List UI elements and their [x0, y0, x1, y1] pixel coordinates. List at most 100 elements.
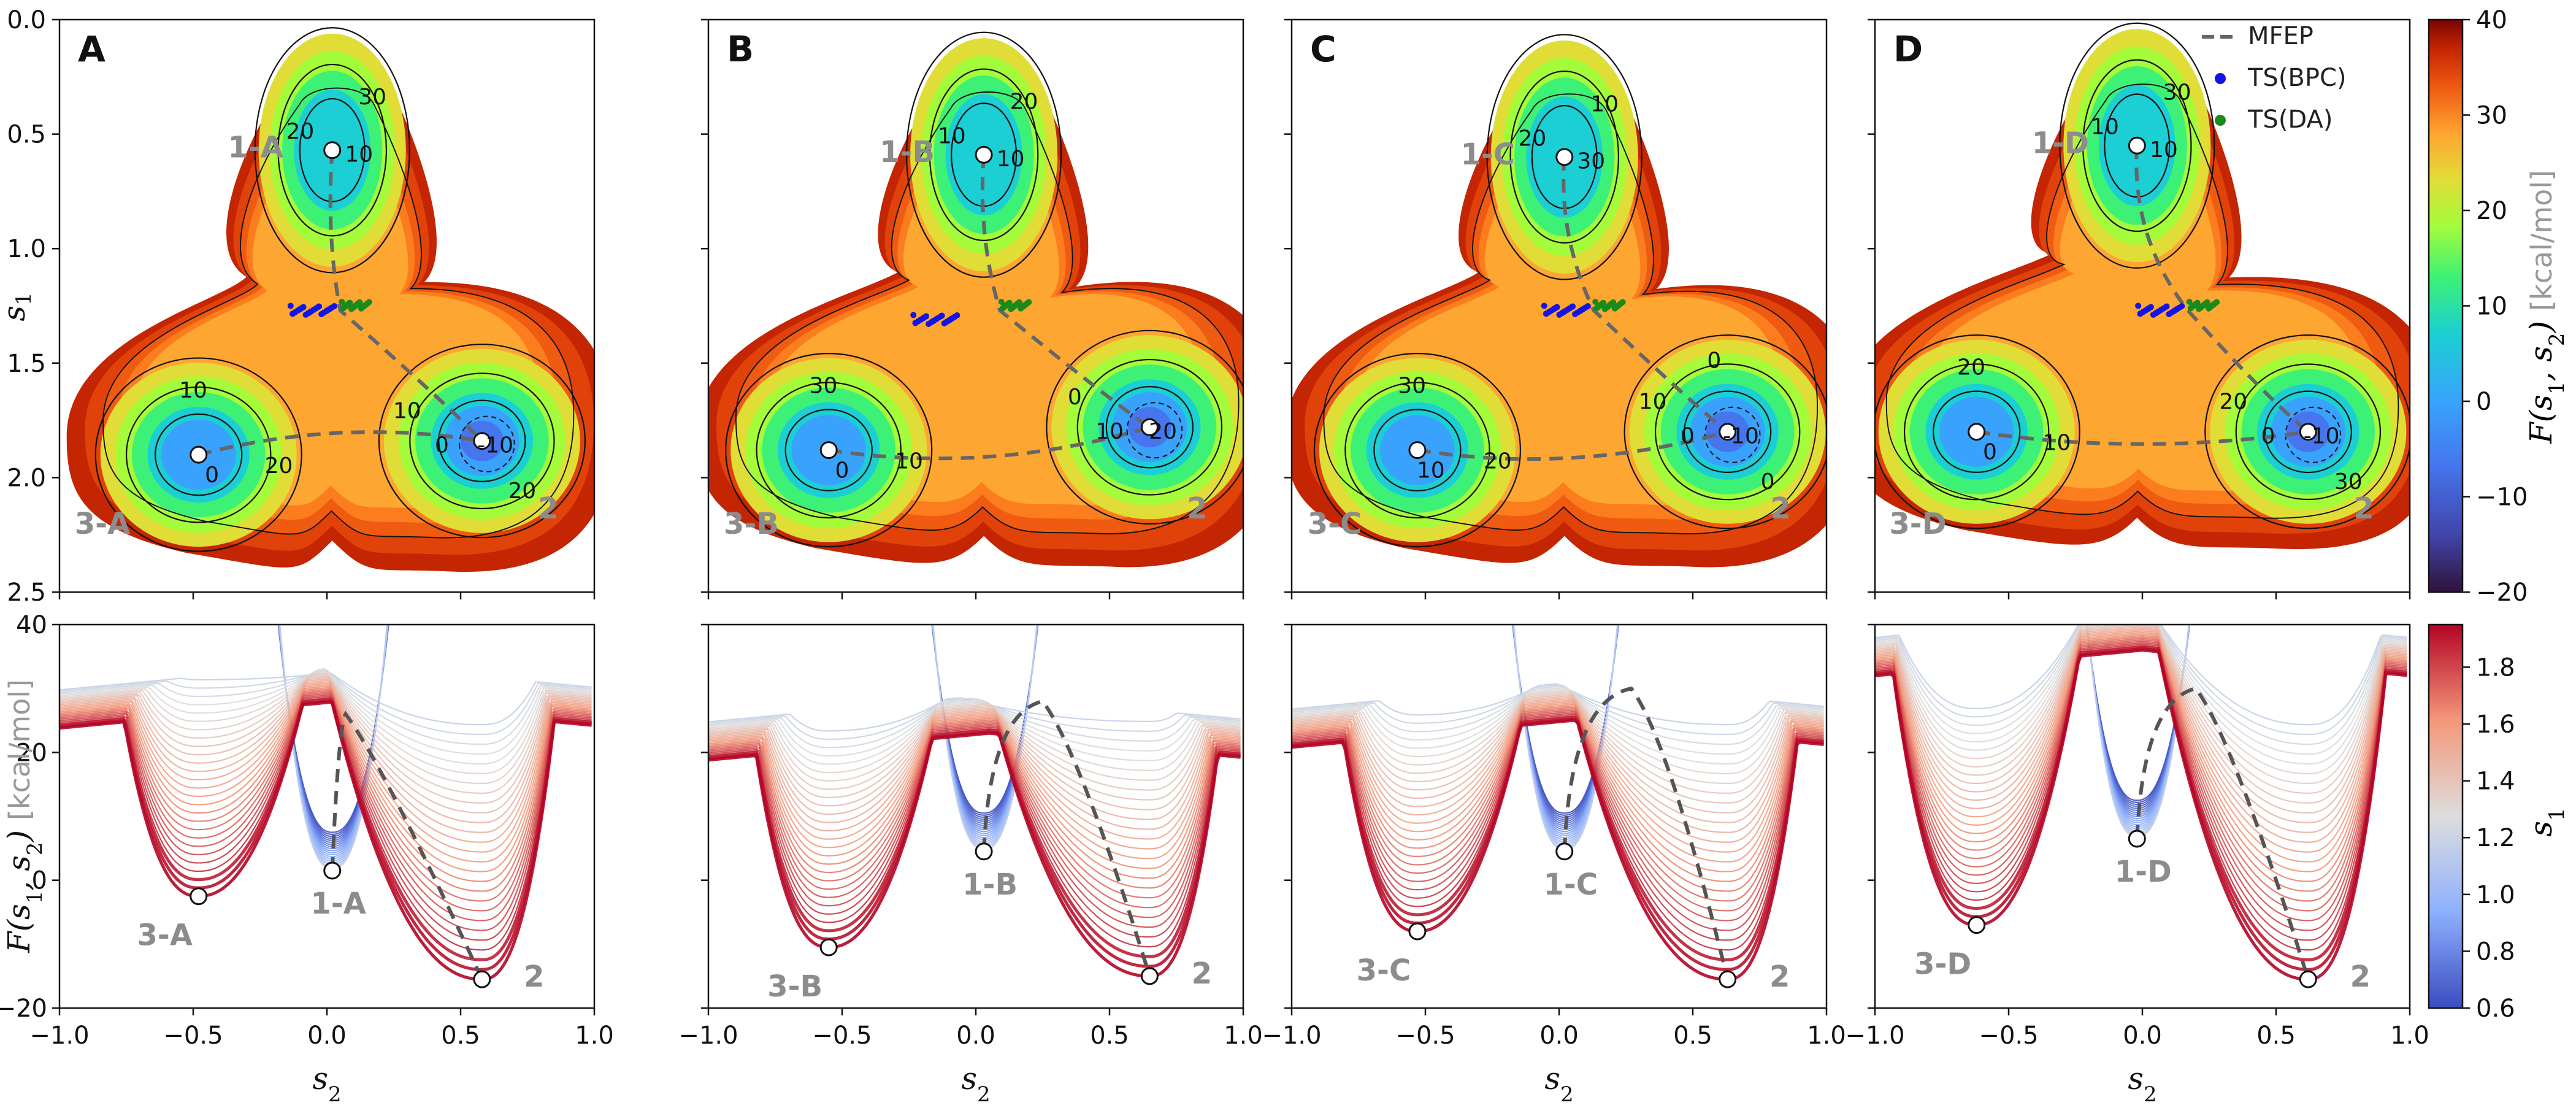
ts-bpc-point — [299, 304, 306, 310]
contour-dashed — [1704, 406, 1761, 463]
y-tick-label: −20 — [0, 995, 47, 1023]
contour-value: 20 — [2219, 389, 2247, 414]
profile-curve — [1875, 633, 2407, 872]
y-tick-label: 1.0 — [7, 235, 46, 263]
x-tick-label: 1.0 — [1807, 1022, 1846, 1050]
colorbar-tick-label: 30 — [2476, 102, 2507, 130]
profile-curve — [932, 625, 1038, 834]
contour-line — [1344, 382, 1490, 518]
profile-curve — [1512, 625, 1619, 833]
profile-curve — [277, 625, 389, 833]
profile-curve — [1875, 639, 2407, 912]
ts-bpc-point — [289, 310, 296, 317]
xlabel: s2 — [1544, 1061, 1573, 1105]
colorbar-tick-label: 1.2 — [2476, 824, 2515, 852]
x-tick-label: 0.5 — [1090, 1022, 1129, 1050]
contour-value: -10 — [2304, 423, 2340, 449]
profile-curve — [1875, 643, 2407, 941]
x-tick-label: −0.5 — [1395, 1022, 1455, 1050]
profile-curve — [2086, 625, 2190, 814]
profile-curve — [59, 685, 592, 872]
contour-value: 30 — [810, 373, 838, 398]
profile-curve — [59, 668, 592, 755]
profile-curve — [708, 722, 1241, 909]
contour-line — [725, 353, 933, 548]
minimum-marker — [1140, 967, 1159, 985]
colorbar-tick-label: 1.0 — [2476, 881, 2515, 909]
profile-curve — [1292, 712, 1824, 931]
contour-line — [1313, 353, 1522, 548]
profile-curve — [708, 725, 1241, 928]
profile-curve — [59, 671, 592, 774]
profile-curve — [1512, 625, 1619, 830]
profile-curve — [278, 625, 389, 856]
profile-curve — [278, 625, 389, 852]
profile-curve — [1512, 625, 1619, 818]
profile-curve — [1875, 625, 2407, 745]
state-label-3: 3-C — [1357, 953, 1411, 988]
profile-curve — [1512, 625, 1619, 828]
profile-curve — [278, 625, 388, 866]
x-tick-label: −1.0 — [678, 1022, 738, 1050]
profile-curve — [1292, 696, 1824, 823]
state-label-1: 1-D — [2032, 126, 2089, 160]
y-tick-label: 0 — [32, 867, 47, 895]
profile-curve — [1292, 687, 1824, 755]
minimum-marker — [2299, 970, 2317, 988]
panel-label: B — [727, 28, 754, 70]
minimum-marker — [975, 842, 993, 861]
contour-line — [409, 372, 555, 509]
contour-line — [1903, 363, 2050, 501]
profile-curve — [2086, 625, 2190, 822]
contour-value: 0 — [2261, 423, 2275, 449]
contour-line — [929, 68, 1039, 241]
ts-da-point — [1592, 298, 1599, 305]
state-label-2: 2 — [2353, 491, 2374, 526]
profile-curve — [1292, 706, 1824, 892]
ts-bpc-point — [1584, 302, 1591, 309]
profile-curve — [1512, 625, 1619, 824]
profile-curve — [59, 683, 592, 863]
contour-line — [951, 102, 1018, 207]
profile-curve — [1875, 625, 2407, 784]
ts-bpc-point — [1541, 302, 1547, 309]
profile-curve — [1875, 642, 2407, 931]
colorbar-tick-label: 1.4 — [2476, 768, 2515, 796]
contour-value: 0 — [1983, 440, 1997, 465]
ts-bpc-point — [910, 312, 917, 318]
state-label-1: 1-A — [228, 131, 283, 165]
ts-da-point — [1616, 301, 1623, 308]
ts-da-point — [1011, 303, 1018, 310]
mfep-profile — [330, 710, 484, 980]
profile-curve — [1512, 625, 1619, 822]
profile-curve — [59, 691, 592, 912]
colorbar-gradient — [2428, 623, 2464, 1009]
contour-value: 20 — [286, 119, 314, 144]
y-tick-label: 1.5 — [7, 350, 46, 378]
profile-curve — [1292, 702, 1824, 863]
ts-da-point — [2199, 303, 2206, 310]
panel-label: A — [78, 28, 105, 70]
mfep-path — [1562, 156, 1729, 434]
minimum-marker — [1968, 423, 1986, 441]
mfep-path — [2134, 145, 2310, 434]
profile-curve — [59, 674, 592, 794]
profile-curve — [932, 625, 1038, 842]
contour-value: 10 — [1095, 419, 1124, 444]
contour-line — [1531, 105, 1598, 209]
profile-curve — [1512, 625, 1619, 834]
landscape-panel-A: 1-A 2 3-A 30 20 10 10 0 20 10 0 -10 20 A 0.0 0.5 1.0 1.5 2… — [7, 6, 596, 607]
ts-bpc-point — [326, 306, 332, 313]
profile-curve — [277, 625, 389, 835]
profile-curve — [708, 699, 1241, 757]
contour-value: 0 — [435, 433, 449, 458]
contour-value: 20 — [1957, 355, 1985, 380]
contour-value: 10 — [938, 124, 966, 149]
contour-line — [1323, 93, 1819, 534]
contour-line — [2059, 22, 2215, 269]
xlabel: s2 — [2128, 1061, 2156, 1105]
profile-curve — [2086, 625, 2190, 820]
mfep-path — [828, 425, 1151, 461]
